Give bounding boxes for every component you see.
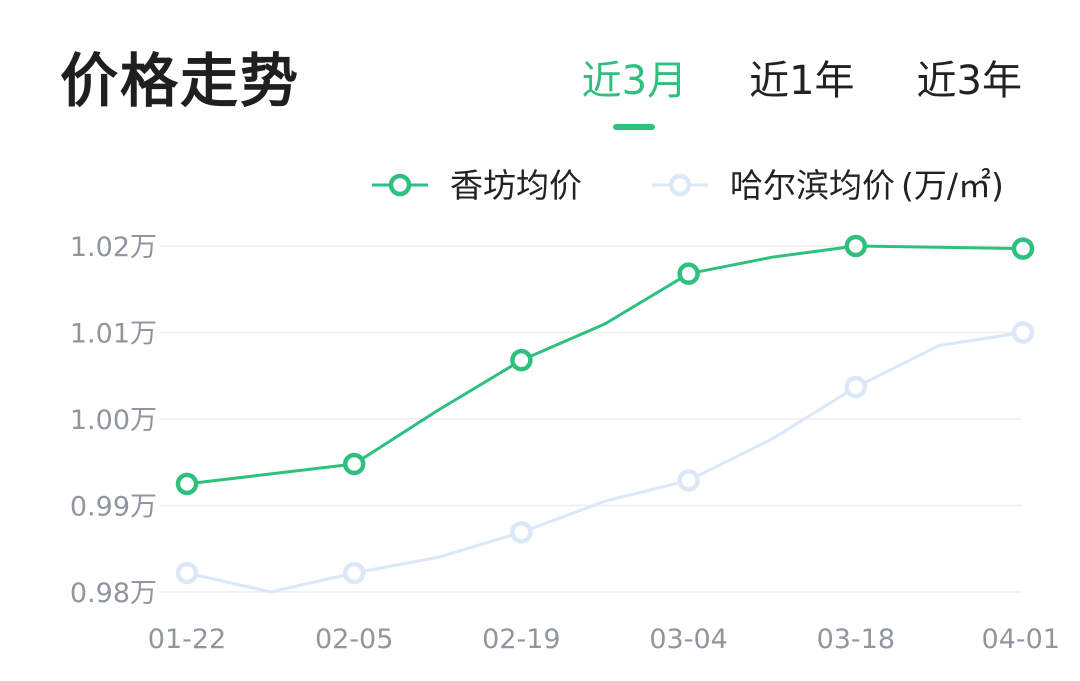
x-tick-label: 01-22 — [148, 624, 226, 655]
y-tick-label: 0.99万 — [70, 492, 157, 523]
tab-3-years[interactable]: 近3年 — [916, 58, 1022, 104]
series-xiangfang — [175, 234, 1035, 496]
legend-label-harbin-name: 哈尔滨均价 — [730, 166, 895, 205]
page-title: 价格走势 — [60, 47, 301, 115]
series-harbin — [175, 321, 1035, 594]
legend-item-xiangfang[interactable]: 香坊均价 — [372, 166, 582, 205]
y-tick-label: 1.00万 — [70, 405, 157, 436]
tab-3-months[interactable]: 近3月 — [582, 48, 687, 130]
y-axis: 1.02万 1.01万 1.00万 0.99万 0.98万 — [70, 232, 157, 609]
legend-marker-harbin — [668, 173, 692, 197]
legend-item-harbin[interactable]: 哈尔滨均价 (万/㎡) — [652, 166, 1004, 205]
legend-label-harbin: 哈尔滨均价 (万/㎡) — [730, 166, 1004, 205]
data-point[interactable] — [844, 234, 868, 258]
x-tick-label: 02-19 — [482, 624, 560, 655]
y-tick-label: 1.02万 — [70, 232, 157, 263]
data-point[interactable] — [175, 561, 199, 585]
legend-marker-xiangfang — [388, 173, 412, 197]
grid-lines — [160, 245, 1022, 593]
x-axis: 01-22 02-05 02-19 03-04 03-18 04-01 — [148, 624, 1060, 655]
data-point[interactable] — [677, 262, 700, 285]
series-line — [186, 244, 1024, 486]
data-point[interactable] — [510, 348, 533, 372]
data-point[interactable] — [342, 452, 366, 476]
period-tabs: 近3月 近1年 近3年 — [582, 48, 1022, 130]
data-point[interactable] — [677, 469, 700, 492]
x-tick-label: 04-01 — [982, 624, 1060, 655]
data-point[interactable] — [342, 561, 366, 585]
y-tick-label: 1.01万 — [70, 319, 157, 350]
data-point[interactable] — [510, 521, 533, 544]
data-series — [175, 234, 1035, 594]
tab-1-year[interactable]: 近1年 — [749, 58, 855, 104]
legend-unit-label: (万/㎡) — [901, 166, 1004, 205]
data-point[interactable] — [175, 472, 199, 496]
x-tick-label: 03-04 — [649, 624, 727, 655]
y-tick-label: 0.98万 — [70, 578, 157, 609]
x-tick-label: 02-05 — [315, 624, 393, 655]
data-point[interactable] — [1011, 321, 1035, 344]
data-point[interactable] — [1011, 237, 1035, 260]
x-tick-label: 03-18 — [817, 624, 895, 655]
data-point[interactable] — [844, 375, 868, 399]
series-line — [186, 331, 1024, 594]
legend-label-xiangfang: 香坊均价 — [450, 166, 582, 205]
legend: 香坊均价 哈尔滨均价 (万/㎡) — [372, 166, 1004, 205]
